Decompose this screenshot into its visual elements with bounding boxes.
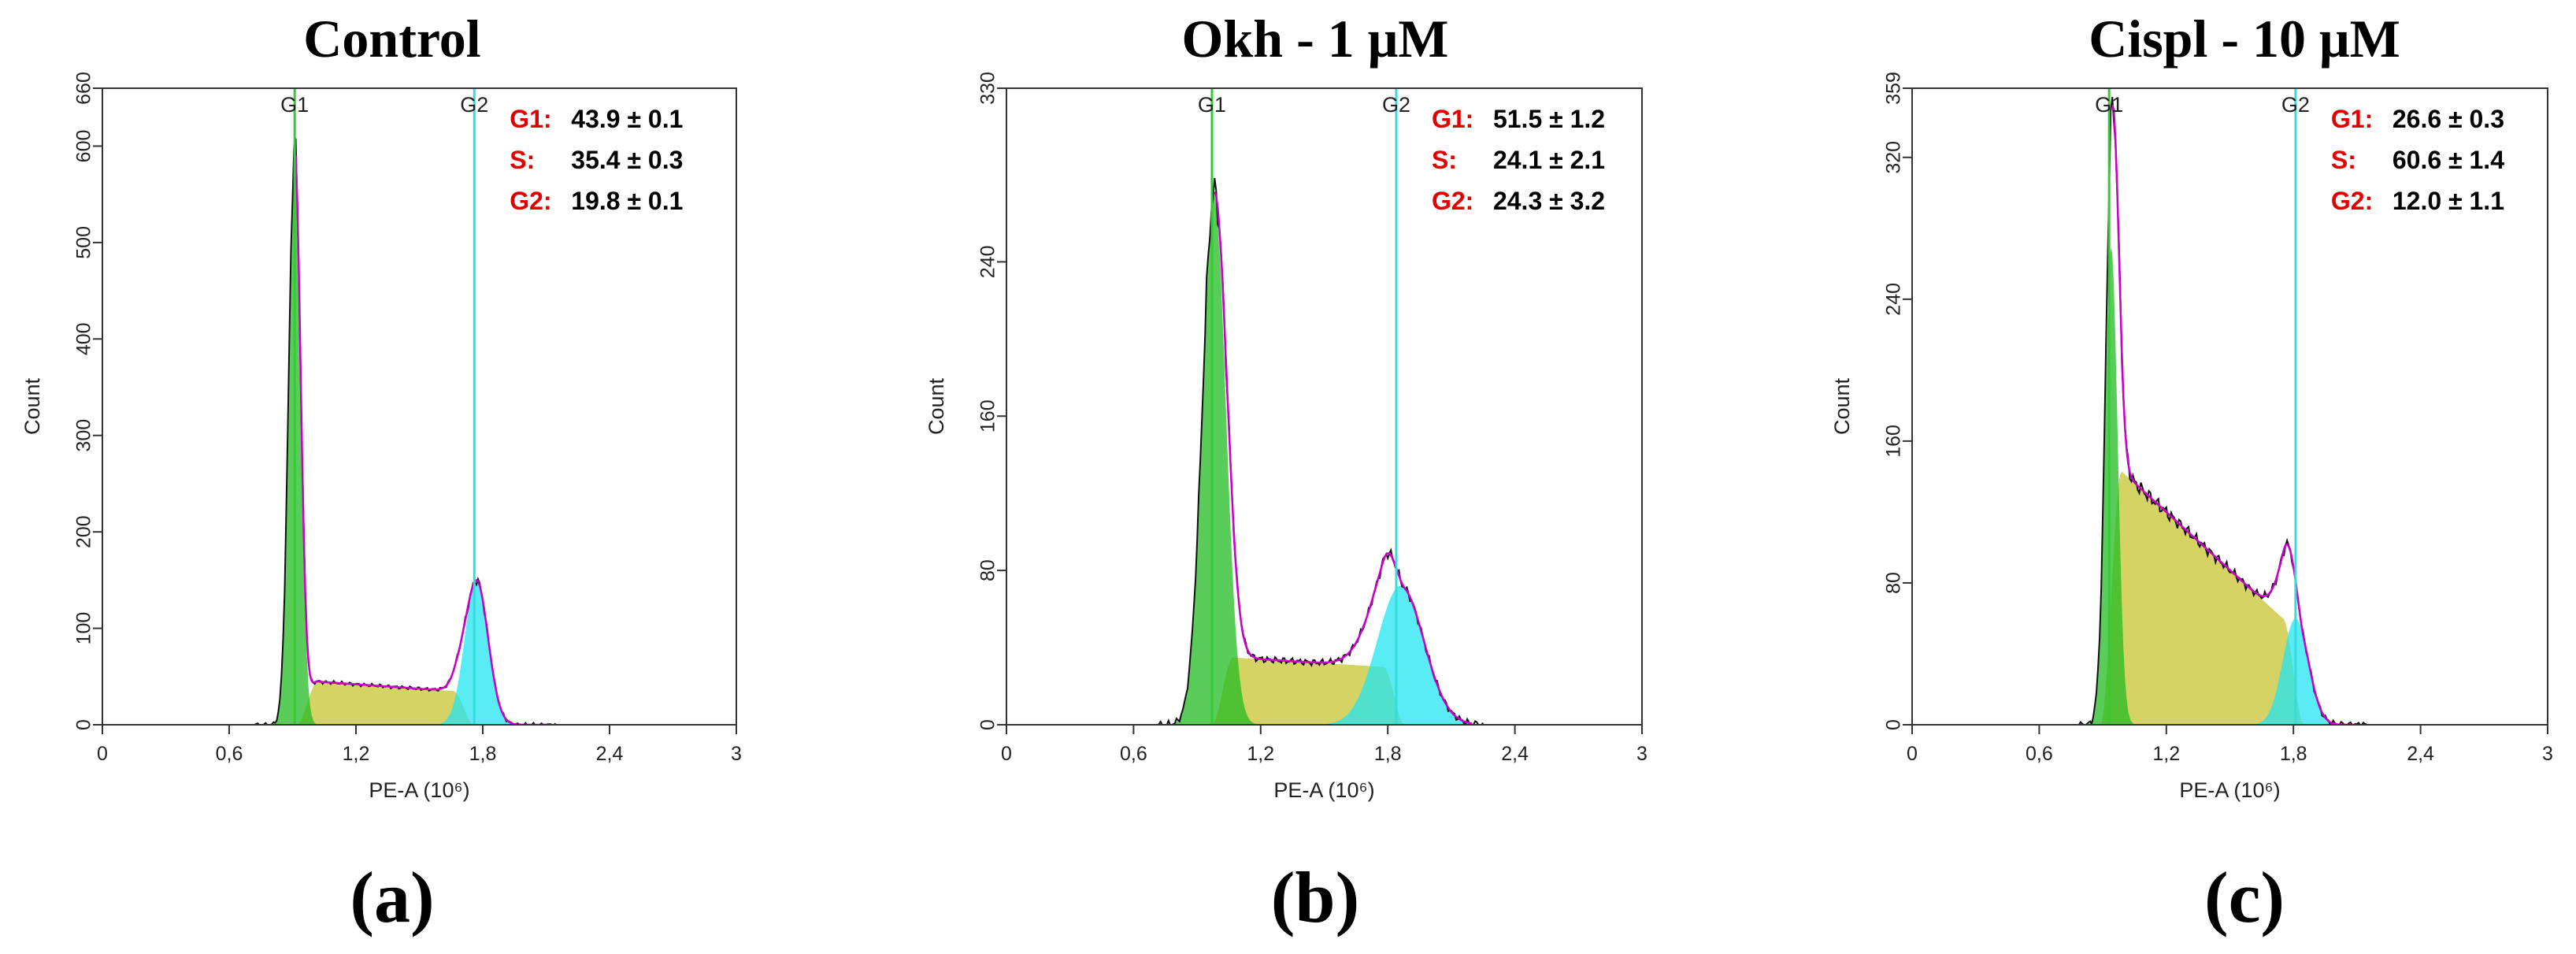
stat-value: 43.9 ± 0.1: [571, 105, 683, 133]
stat-phase-label: G2:: [510, 187, 551, 215]
x-tick-label: 0,6: [1120, 743, 1147, 765]
y-tick-label: 0: [977, 719, 999, 730]
y-tick-label: 240: [1883, 283, 1905, 316]
panel-title: Control: [303, 9, 480, 69]
g1-phase-area: [102, 148, 736, 725]
y-axis-title: Count: [1830, 377, 1854, 435]
x-tick-label: 0: [97, 743, 108, 765]
y-tick-label: 660: [73, 72, 95, 105]
y-tick-label: 160: [977, 399, 999, 432]
x-tick-label: 1,2: [343, 743, 370, 765]
y-tick-label: 300: [73, 419, 95, 452]
model-fit-line: [295, 155, 547, 725]
histogram-panel-3: Cispl - 10 μM (c) G1 G2 0 0,6 1,2 1,8 2,4 3 0 80 160…: [1830, 9, 2553, 937]
stat-value: 51.5 ± 1.2: [1493, 105, 1605, 133]
y-tick-label: 0: [1883, 719, 1905, 730]
model-fit-line: [1214, 191, 1473, 725]
panel-title: Cispl - 10 μM: [2089, 9, 2400, 69]
y-tick-label: 240: [977, 246, 999, 279]
histogram-panel-1: Control (a) G1 G2 0 0,6 1,2 1,8 2,4 3 0 100 200 300 40…: [20, 9, 742, 937]
x-tick-label: 1,8: [1374, 743, 1402, 765]
plot-frame: [1006, 87, 1643, 726]
x-tick-label: 3: [2542, 743, 2553, 765]
y-tick-label: 359: [1883, 72, 1905, 105]
model-fit-line: [2111, 104, 2357, 725]
gate-marker-label: G1: [2095, 93, 2123, 117]
s-phase-area: [1912, 471, 2548, 725]
stat-value: 60.6 ± 1.4: [2393, 146, 2504, 174]
stat-phase-label: G1:: [2331, 105, 2373, 133]
y-tick-label: 160: [1883, 425, 1905, 458]
stat-phase-label: G2:: [2331, 187, 2373, 215]
y-axis-title: Count: [925, 377, 948, 435]
y-axis-title: Count: [20, 377, 44, 435]
stat-phase-label: S:: [510, 146, 535, 174]
y-tick-label: 320: [1883, 141, 1905, 174]
y-tick-label: 100: [73, 612, 95, 645]
panel-label: (c): [2204, 857, 2285, 937]
x-tick-label: 1,8: [469, 743, 497, 765]
s-phase-area: [1006, 657, 1642, 725]
x-tick-label: 1,8: [2280, 743, 2307, 765]
x-tick-label: 0: [1001, 743, 1012, 765]
panel-label: (b): [1271, 857, 1359, 937]
histogram-panel-2: Okh - 1 μM (b) G1 G2 0 0,6 1,2 1,8 2,4 3 0 80 160 240…: [925, 9, 1648, 937]
stat-phase-label: S:: [1432, 146, 1457, 174]
gate-marker-label: G2: [2281, 93, 2310, 117]
panel-label: (a): [350, 857, 434, 937]
stat-value: 26.6 ± 0.3: [2393, 105, 2504, 133]
plot-area: [1006, 177, 1642, 725]
x-tick-label: 0,6: [216, 743, 243, 765]
plot-area: [1912, 97, 2548, 725]
plot-frame: [102, 87, 737, 726]
stat-value: 24.1 ± 2.1: [1493, 146, 1605, 174]
gate-marker-label: G2: [1382, 93, 1410, 117]
x-axis-title: PE-A (10⁶): [369, 778, 469, 802]
x-tick-label: 3: [731, 743, 742, 765]
y-tick-label: 330: [977, 72, 999, 105]
x-tick-label: 2,4: [1501, 743, 1529, 765]
x-tick-label: 0,6: [2026, 743, 2053, 765]
stat-value: 12.0 ± 1.1: [2393, 187, 2504, 215]
y-tick-label: 200: [73, 515, 95, 548]
panel-title: Okh - 1 μM: [1182, 9, 1449, 69]
stat-value: 35.4 ± 0.3: [571, 146, 683, 174]
x-tick-label: 1,2: [2152, 743, 2180, 765]
x-tick-label: 2,4: [2407, 743, 2434, 765]
stat-value: 24.3 ± 3.2: [1493, 187, 1605, 215]
x-axis-title: PE-A (10⁶): [2179, 778, 2280, 802]
x-tick-label: 3: [1636, 743, 1648, 765]
x-tick-label: 2,4: [596, 743, 624, 765]
y-tick-label: 80: [1883, 572, 1905, 594]
x-tick-label: 0: [1907, 743, 1918, 765]
plot-area: [102, 138, 736, 725]
stat-value: 19.8 ± 0.1: [571, 187, 683, 215]
stat-phase-label: G2:: [1432, 187, 1473, 215]
y-tick-label: 80: [977, 559, 999, 581]
x-tick-label: 1,2: [1247, 743, 1274, 765]
gate-marker-label: G1: [280, 93, 309, 117]
stat-phase-label: G1:: [1432, 105, 1473, 133]
x-axis-title: PE-A (10⁶): [1273, 778, 1374, 802]
gate-marker-label: G2: [460, 93, 488, 117]
y-tick-label: 500: [73, 226, 95, 259]
s-phase-area: [102, 681, 736, 725]
y-tick-label: 600: [73, 130, 95, 163]
y-tick-label: 400: [73, 322, 95, 355]
y-tick-label: 0: [73, 719, 95, 730]
stat-phase-label: G1:: [510, 105, 551, 133]
g1-phase-area: [1006, 195, 1642, 725]
stat-phase-label: S:: [2331, 146, 2356, 174]
gate-marker-label: G1: [1198, 93, 1226, 117]
plot-frame: [1911, 87, 2548, 726]
